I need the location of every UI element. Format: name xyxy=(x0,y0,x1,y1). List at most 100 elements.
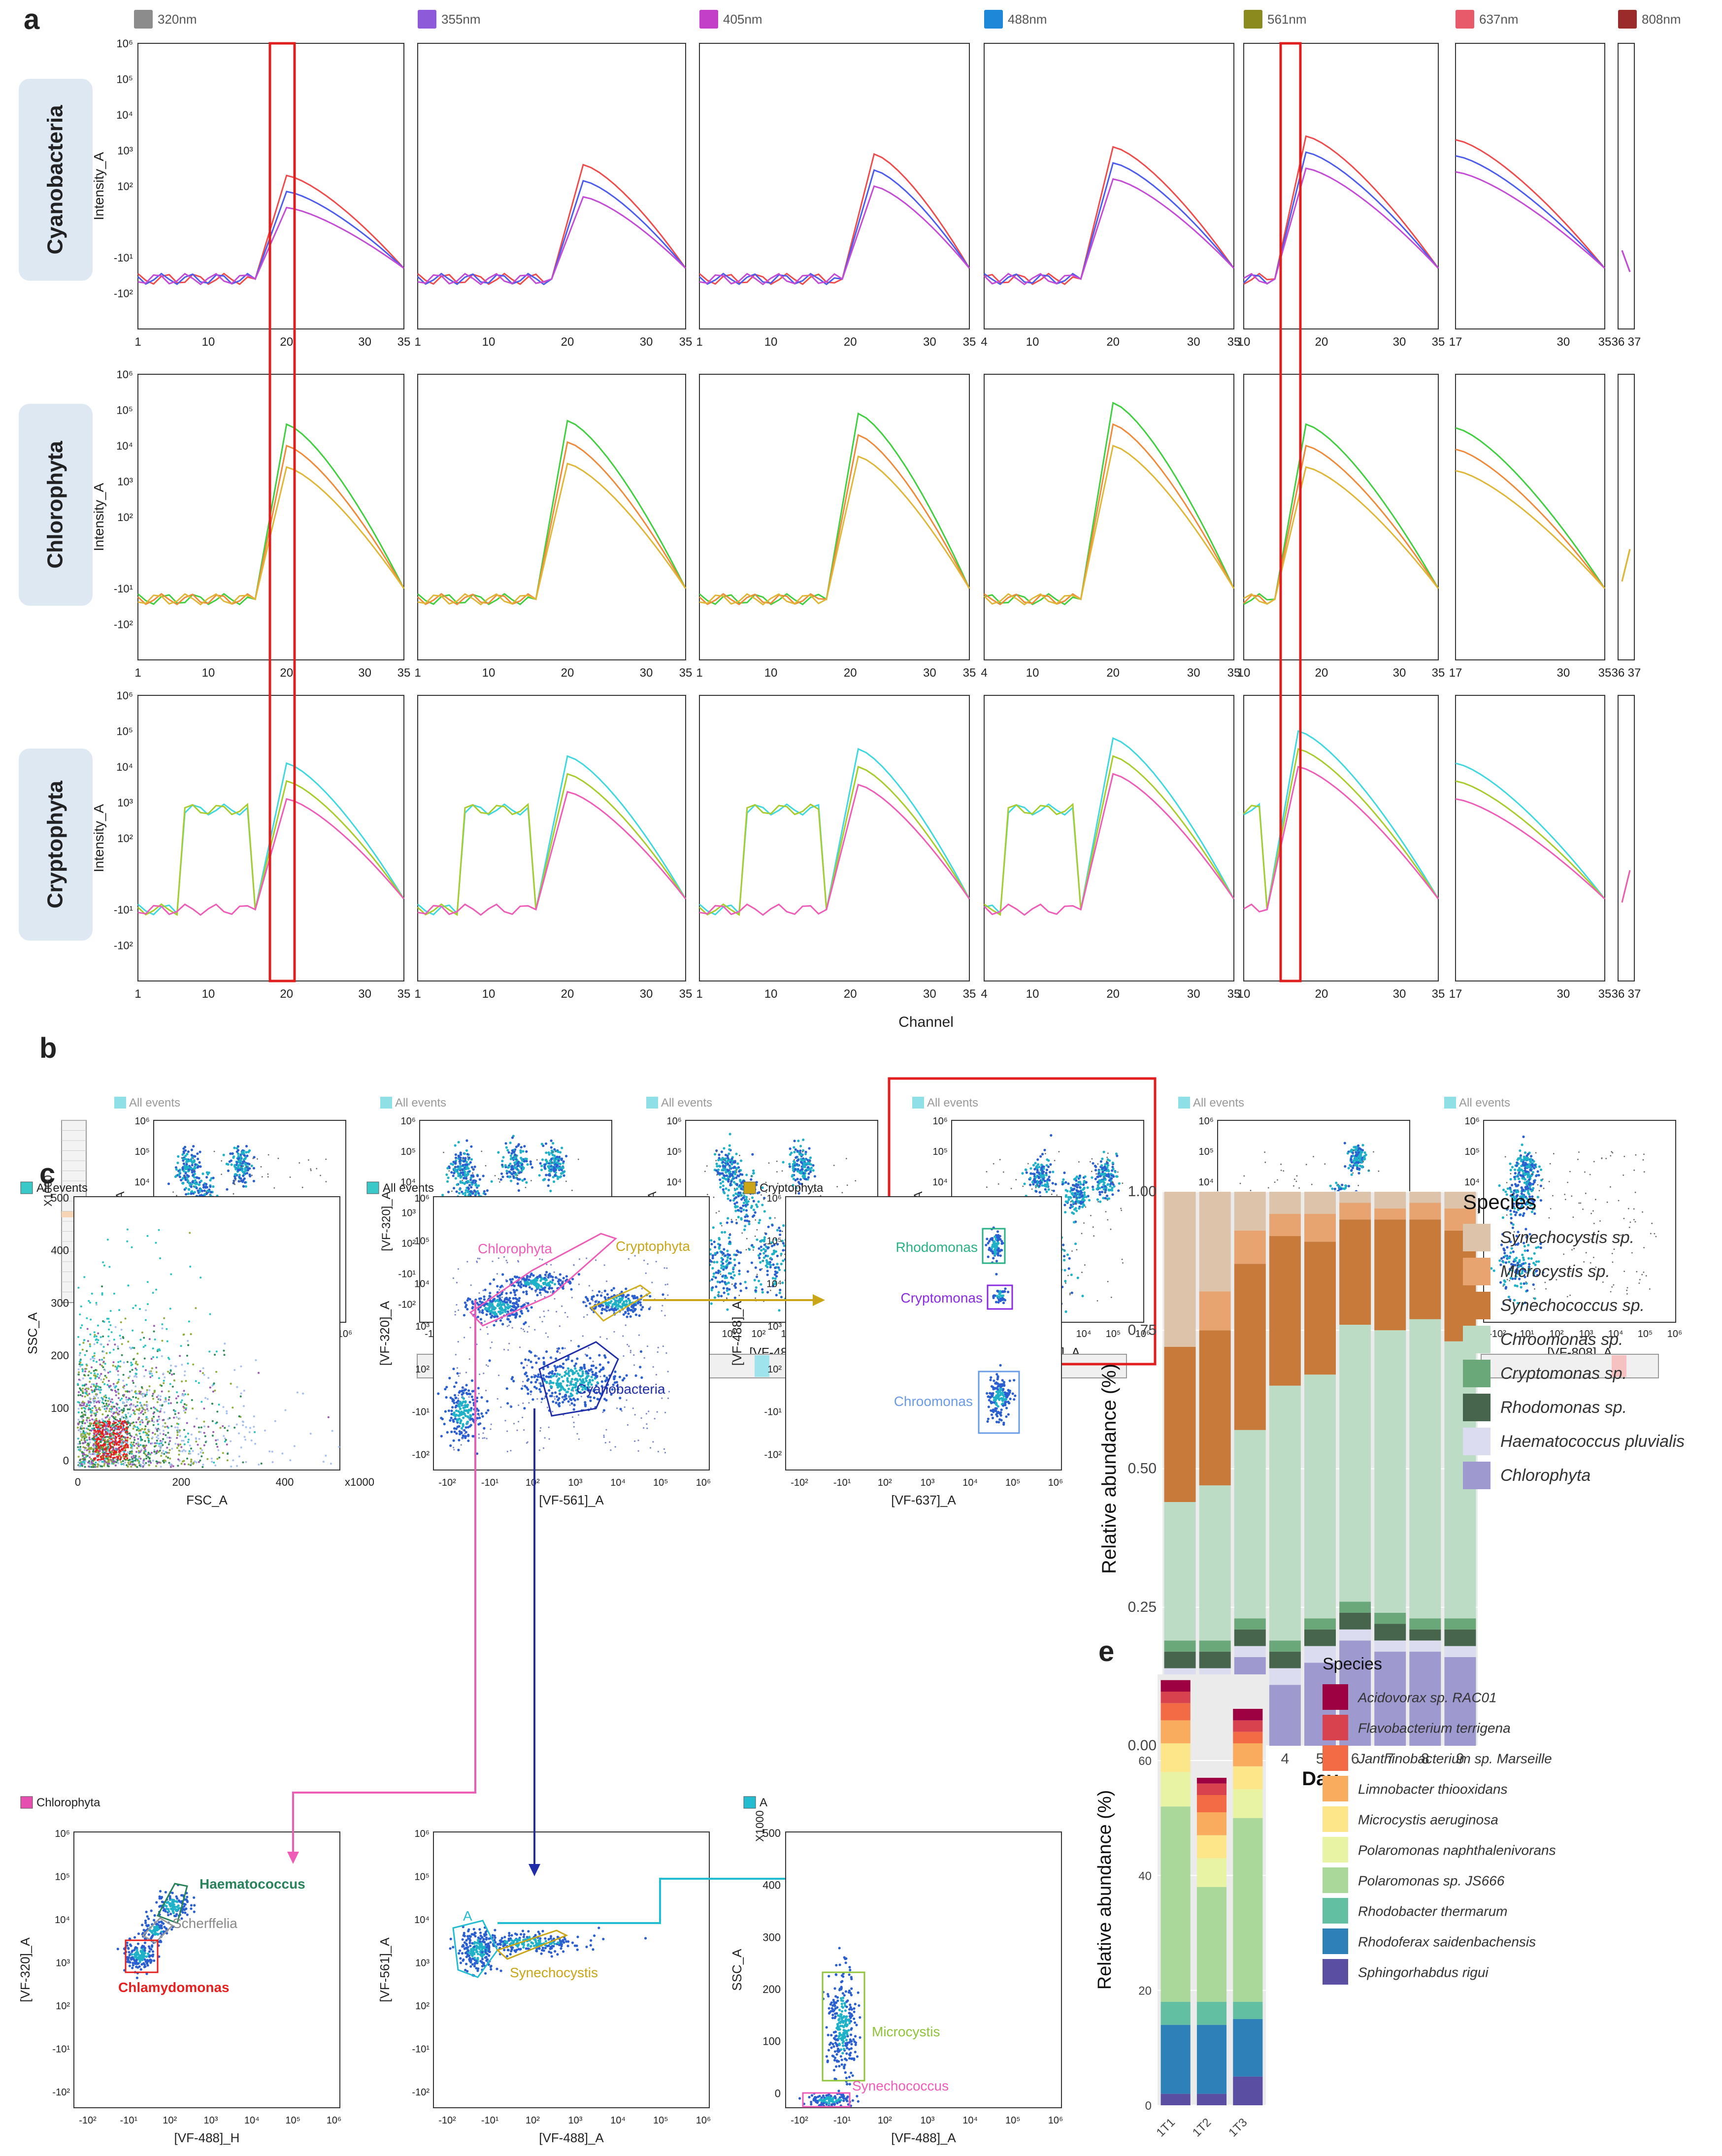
scatter-point xyxy=(1519,1149,1522,1152)
scatter-point xyxy=(1092,1226,1094,1228)
scatter-point xyxy=(756,1205,759,1208)
x-tick-label: 10⁵ xyxy=(1106,1329,1121,1339)
scatter-point xyxy=(1518,1171,1521,1174)
scatter-point xyxy=(453,1187,456,1190)
scatter-point xyxy=(1511,1183,1514,1187)
scatter-point xyxy=(1063,1204,1066,1207)
scatter-point xyxy=(470,1174,473,1177)
scatter-point xyxy=(461,1169,464,1172)
spectrum-line xyxy=(1455,427,1606,589)
scatter-point xyxy=(1100,1164,1103,1167)
scatter-point xyxy=(512,1171,515,1174)
gate-label: All events xyxy=(129,1096,180,1110)
scatter-point xyxy=(1529,1169,1532,1172)
scatter-point xyxy=(1623,1155,1625,1157)
scatter-point xyxy=(711,1254,714,1257)
scatter-point xyxy=(1606,1201,1608,1203)
scatter-point xyxy=(175,1168,178,1171)
scatter-point xyxy=(763,1210,766,1213)
scatter-point xyxy=(198,1161,201,1164)
scatter-point xyxy=(1050,1134,1053,1137)
scatter-point xyxy=(1074,1184,1077,1187)
y-tick-label: -10¹ xyxy=(114,252,133,264)
scatter-point xyxy=(522,1168,525,1171)
scatter-point xyxy=(782,1259,785,1262)
x-tick-label: 37 xyxy=(1628,987,1641,1001)
scatter-point xyxy=(1046,1180,1049,1183)
x-tick-label: 10² xyxy=(752,1329,766,1339)
scatter-point xyxy=(193,1159,196,1162)
scatter-point xyxy=(553,1180,556,1183)
scatter-point xyxy=(761,1268,763,1270)
scatter-point xyxy=(508,1171,511,1174)
scatter-point xyxy=(726,1297,728,1299)
scatter-point xyxy=(1056,1194,1058,1196)
scatter-point xyxy=(1524,1162,1527,1165)
scatter-point xyxy=(526,1163,529,1166)
scatter-point xyxy=(1641,1274,1643,1275)
scatter-point xyxy=(729,1184,732,1187)
scatter-point xyxy=(183,1429,185,1431)
scatter-point xyxy=(1105,1211,1107,1212)
scatter-point xyxy=(1085,1195,1088,1199)
scatter-point xyxy=(198,1176,200,1180)
scatter-point xyxy=(239,1181,241,1182)
scatter-point xyxy=(730,1276,733,1279)
scatter-point xyxy=(1522,1177,1525,1180)
scatter-point xyxy=(476,1184,479,1187)
scatter-point xyxy=(1538,1165,1541,1168)
scatter-point xyxy=(736,1205,739,1208)
scatter-point xyxy=(722,1165,725,1168)
scatter-point xyxy=(308,1159,309,1161)
scatter-point xyxy=(1654,1233,1656,1235)
scatter-point xyxy=(709,1253,712,1256)
scatter-point xyxy=(800,1153,803,1156)
scatter-point xyxy=(727,1189,730,1192)
scatter-point xyxy=(761,1186,764,1189)
scatter-point xyxy=(144,1319,147,1321)
scatter-point xyxy=(1564,1194,1566,1195)
scatter-point xyxy=(1023,1182,1026,1185)
scatter-point xyxy=(1522,1135,1525,1138)
scatter-point xyxy=(1499,1281,1502,1284)
scatter-point xyxy=(209,1185,212,1188)
scatter-point xyxy=(510,1152,513,1155)
scatter-point xyxy=(193,1170,196,1173)
scatter-point xyxy=(1533,1164,1536,1167)
scatter-point xyxy=(520,1146,523,1149)
scatter-point xyxy=(1066,1190,1069,1193)
scatter-point xyxy=(770,1241,773,1244)
scatter-point xyxy=(1651,1222,1653,1224)
scatter-point xyxy=(459,1181,462,1184)
scatter-point xyxy=(540,1143,543,1145)
scatter-point xyxy=(233,1173,236,1176)
scatter-point xyxy=(301,1186,303,1188)
scatter-point xyxy=(1585,1192,1587,1194)
x-tick-label: 1 xyxy=(414,335,421,349)
x-tick-label: 30 xyxy=(358,335,371,349)
scatter-point xyxy=(187,1150,190,1153)
scatter-point xyxy=(150,1358,153,1360)
scatter-point xyxy=(1363,1151,1366,1154)
scatter-point xyxy=(251,1175,253,1176)
scatter-point xyxy=(277,1157,279,1159)
scatter-point xyxy=(190,1154,193,1157)
scatter-point xyxy=(1523,1249,1526,1252)
x-tick-label: 10 xyxy=(764,666,778,680)
scatter-point xyxy=(759,1261,762,1264)
scatter-point xyxy=(557,1150,560,1153)
laser-swatch-icon xyxy=(418,10,436,29)
scatter-point xyxy=(1067,1182,1070,1185)
scatter-point xyxy=(195,1182,199,1185)
scatter-point xyxy=(466,1172,469,1175)
scatter-point xyxy=(1078,1174,1082,1177)
spectrum-plot-frame xyxy=(984,374,1234,660)
scatter-point xyxy=(542,1144,545,1147)
scatter-point xyxy=(482,1175,485,1177)
scatter-point xyxy=(555,1150,557,1152)
scatter-point xyxy=(466,1190,469,1194)
scatter-point xyxy=(233,1164,236,1167)
spectrum-line xyxy=(984,162,1235,285)
x-tick-label: 10 xyxy=(1237,666,1251,680)
scatter-point xyxy=(525,1181,528,1184)
